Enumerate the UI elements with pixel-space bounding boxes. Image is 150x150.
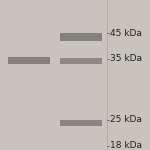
Text: 45 kDa: 45 kDa	[110, 28, 142, 38]
Text: 35 kDa: 35 kDa	[110, 54, 142, 63]
Bar	[60, 33, 102, 40]
Bar	[60, 120, 102, 126]
Text: 25 kDa: 25 kDa	[110, 116, 142, 124]
Text: 18 kDa: 18 kDa	[110, 141, 142, 150]
Bar	[60, 58, 102, 64]
Bar	[8, 57, 50, 64]
Bar	[2, 0, 105, 150]
